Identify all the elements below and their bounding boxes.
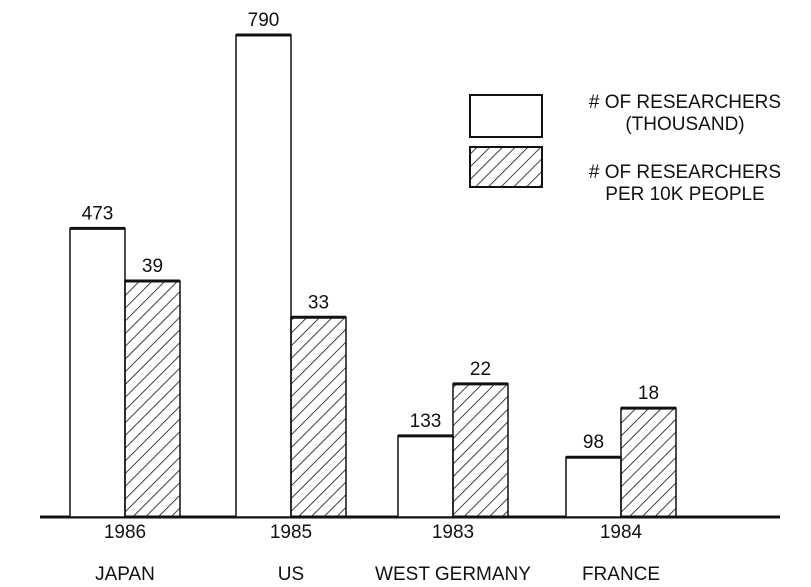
bar xyxy=(565,456,622,518)
value-label: 33 xyxy=(308,292,329,313)
year-label: 1986 xyxy=(104,522,146,543)
bar xyxy=(620,407,677,518)
value-label: 473 xyxy=(82,203,114,224)
x-tick-label: US xyxy=(278,564,304,585)
year-label: 1983 xyxy=(432,522,474,543)
value-label: 39 xyxy=(142,256,163,277)
legend-label: # OF RESEARCHERS PER 10K PEOPLE xyxy=(588,162,782,205)
value-label: 22 xyxy=(470,359,491,380)
bar xyxy=(397,435,454,518)
bar xyxy=(452,383,509,518)
bar xyxy=(124,280,181,518)
year-label: 1984 xyxy=(600,522,643,543)
x-tick-label: JAPAN xyxy=(95,564,155,585)
value-label: 98 xyxy=(583,432,604,453)
bar xyxy=(290,316,347,518)
legend-swatch xyxy=(469,94,543,138)
bar xyxy=(235,34,292,518)
legend-swatch xyxy=(469,146,543,188)
value-label: 18 xyxy=(638,383,659,404)
x-tick-label: FRANCE xyxy=(582,564,660,585)
bar xyxy=(69,227,126,518)
x-tick-label: WEST GERMANY xyxy=(375,564,531,585)
year-label: 1985 xyxy=(270,522,312,543)
value-label: 133 xyxy=(410,411,442,432)
legend-label: # OF RESEARCHERS (THOUSAND) xyxy=(588,92,782,135)
value-label: 790 xyxy=(248,10,280,31)
